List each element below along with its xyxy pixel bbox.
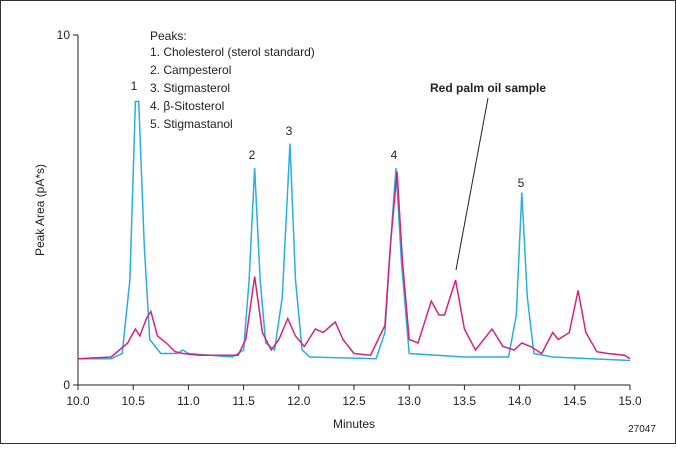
peak-label: 1 [131,79,138,93]
x-tick-label: 12.0 [287,394,311,408]
legend-item: 3. Stigmasterol [150,81,230,95]
x-tick-label: 13.5 [453,394,477,408]
y-tick-label: 10 [57,28,71,42]
x-tick-label: 13.0 [398,394,422,408]
legend-item: 5. Stigmastanol [150,117,233,131]
legend-item: 4. β-Sitosterol [150,99,224,113]
y-tick-label: 0 [63,378,70,392]
x-tick-label: 15.0 [618,394,642,408]
x-tick-label: 10.5 [122,394,146,408]
legend-item: 1. Cholesterol (sterol standard) [150,45,315,59]
series-line [78,100,631,362]
x-tick-label: 11.5 [232,394,255,408]
peak-label: 2 [249,148,256,162]
legend-item: 2. Campesterol [150,63,231,77]
x-tick-label: 12.5 [342,394,366,408]
x-tick-label: 11.0 [177,394,200,408]
y-axis-label: Peak Area (pA*s) [33,164,47,256]
x-tick-label: 14.0 [508,394,532,408]
x-tick-label: 10.0 [66,394,90,408]
peak-label: 3 [286,124,293,138]
figure-id: 27047 [628,424,656,435]
annotation: Red palm oil sample [430,81,546,95]
legend-title: Peaks: [150,29,187,43]
series-line [77,171,631,360]
x-tick-label: 14.5 [563,394,587,408]
annotation-pointer [455,97,489,271]
x-axis-label: Minutes [333,417,375,431]
peak-label: 5 [518,176,525,190]
peak-label: 4 [391,148,398,162]
